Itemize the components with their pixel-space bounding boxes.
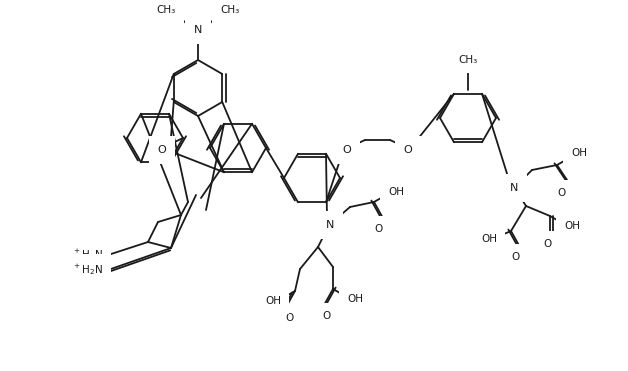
Text: O: O (286, 313, 294, 323)
Text: CH₃: CH₃ (220, 5, 240, 15)
Text: O: O (544, 239, 552, 249)
Text: O: O (343, 145, 352, 155)
Text: CH₃: CH₃ (458, 55, 478, 65)
Text: N: N (510, 183, 518, 193)
Text: O: O (323, 311, 331, 321)
Text: O: O (558, 188, 566, 198)
Text: N: N (194, 25, 202, 35)
Text: OH: OH (571, 148, 587, 158)
Text: OH: OH (388, 187, 404, 197)
Text: O: O (375, 224, 383, 234)
Text: OH: OH (481, 234, 497, 244)
Text: CH₃: CH₃ (156, 5, 176, 15)
Text: O: O (512, 252, 520, 262)
Text: OH: OH (564, 221, 580, 231)
Text: OH: OH (265, 296, 281, 306)
Text: O: O (158, 145, 166, 155)
Text: $^+$H$_2$N: $^+$H$_2$N (72, 247, 103, 262)
Text: OH: OH (347, 294, 363, 304)
Text: O: O (404, 145, 413, 155)
Text: N: N (326, 220, 334, 230)
Text: $^+$H$_2$N: $^+$H$_2$N (72, 263, 103, 278)
